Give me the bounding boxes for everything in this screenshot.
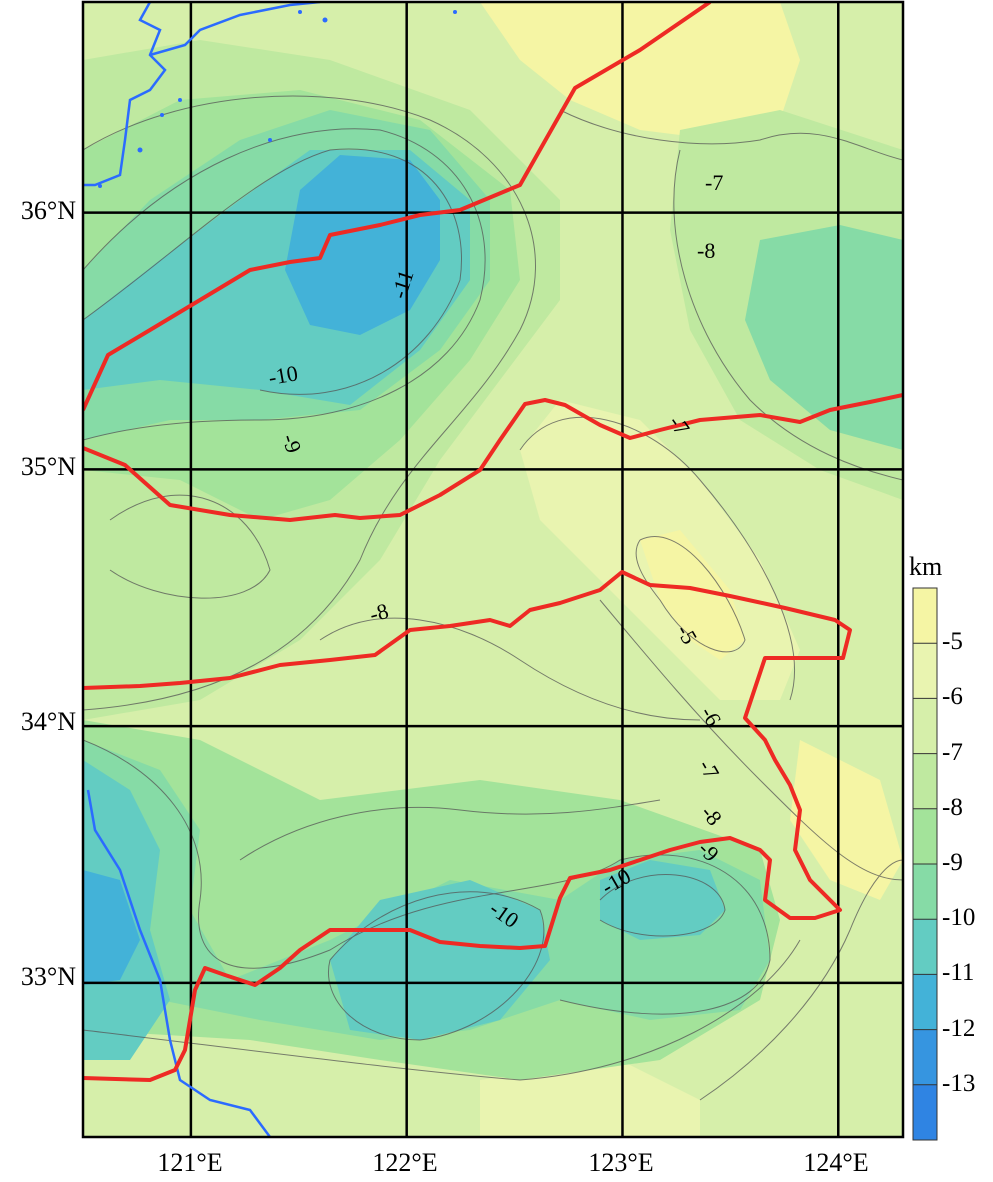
- colorbar-swatch: [913, 1084, 937, 1140]
- graticule: [83, 2, 903, 1137]
- yellow-zone-bottom: [480, 1060, 700, 1137]
- colorbar-swatch: [913, 643, 937, 699]
- yellow-zone-peak: [640, 530, 745, 660]
- colorbar-label: -9: [942, 849, 963, 876]
- colorbar-swatch: [913, 588, 937, 644]
- yellow-zone-top: [480, 2, 800, 140]
- colorbar-label: -8: [942, 793, 963, 821]
- coastline-islands: [98, 10, 457, 188]
- teal-zone-south: [83, 740, 770, 1040]
- colorbar-label: -10: [942, 904, 976, 932]
- boundary-lines: [83, 2, 903, 1082]
- y-tick-35: 35°N: [20, 452, 76, 481]
- coastline-north: [83, 2, 167, 187]
- colorbar-swatch: [913, 808, 937, 864]
- blue-zone-south-east: [600, 860, 725, 940]
- boundary-line-1: [83, 2, 712, 411]
- boundary-line-2: [83, 393, 903, 522]
- teal-zone-east: [745, 225, 903, 450]
- colorbar-swatch: [913, 919, 937, 975]
- colorbar-swatch: [913, 698, 937, 754]
- blue-zone-north-core: [285, 155, 440, 335]
- x-tick-124: 124°E: [803, 1148, 869, 1177]
- x-tick-123: 123°E: [588, 1148, 654, 1177]
- colorbar-label: -6: [942, 683, 963, 711]
- y-tick-36: 36°N: [20, 196, 76, 225]
- colorbar-label: -13: [942, 1069, 976, 1097]
- contour-label: -7: [705, 170, 723, 195]
- blue-zone-south-center: [330, 880, 550, 1040]
- coastline: [83, 2, 321, 1137]
- colorbar-swatch: [913, 1029, 937, 1085]
- blue-zone-southwest-core: [83, 870, 140, 985]
- colorbar-swatch: [913, 864, 937, 920]
- x-tick-122: 122°E: [372, 1148, 438, 1177]
- coastline-north-2: [149, 2, 321, 57]
- colorbar: [912, 587, 938, 1141]
- contour-label: -10: [267, 360, 300, 390]
- contour-label: -8: [697, 238, 715, 263]
- map-fill: [83, 2, 903, 1137]
- yellow-zone-east: [790, 740, 903, 900]
- colorbar-frame: [912, 587, 938, 1141]
- colorbar-label: -12: [942, 1014, 976, 1042]
- colorbar-label: -5: [942, 628, 963, 656]
- boundary-line-3: [83, 570, 852, 1082]
- y-tick-33: 33°N: [20, 962, 76, 991]
- map-frame: [81, 0, 905, 1139]
- colorbar-label: -11: [942, 959, 975, 987]
- y-tick-34: 34°N: [20, 707, 76, 736]
- colorbar-label: -7: [942, 738, 963, 766]
- x-tick-121: 121°E: [157, 1148, 223, 1177]
- contour-lines: [83, 95, 903, 1101]
- colorbar-unit: km: [909, 552, 943, 581]
- coastline-south: [86, 789, 272, 1137]
- colorbar-swatch: [913, 974, 937, 1030]
- colorbar-swatch: [913, 753, 937, 809]
